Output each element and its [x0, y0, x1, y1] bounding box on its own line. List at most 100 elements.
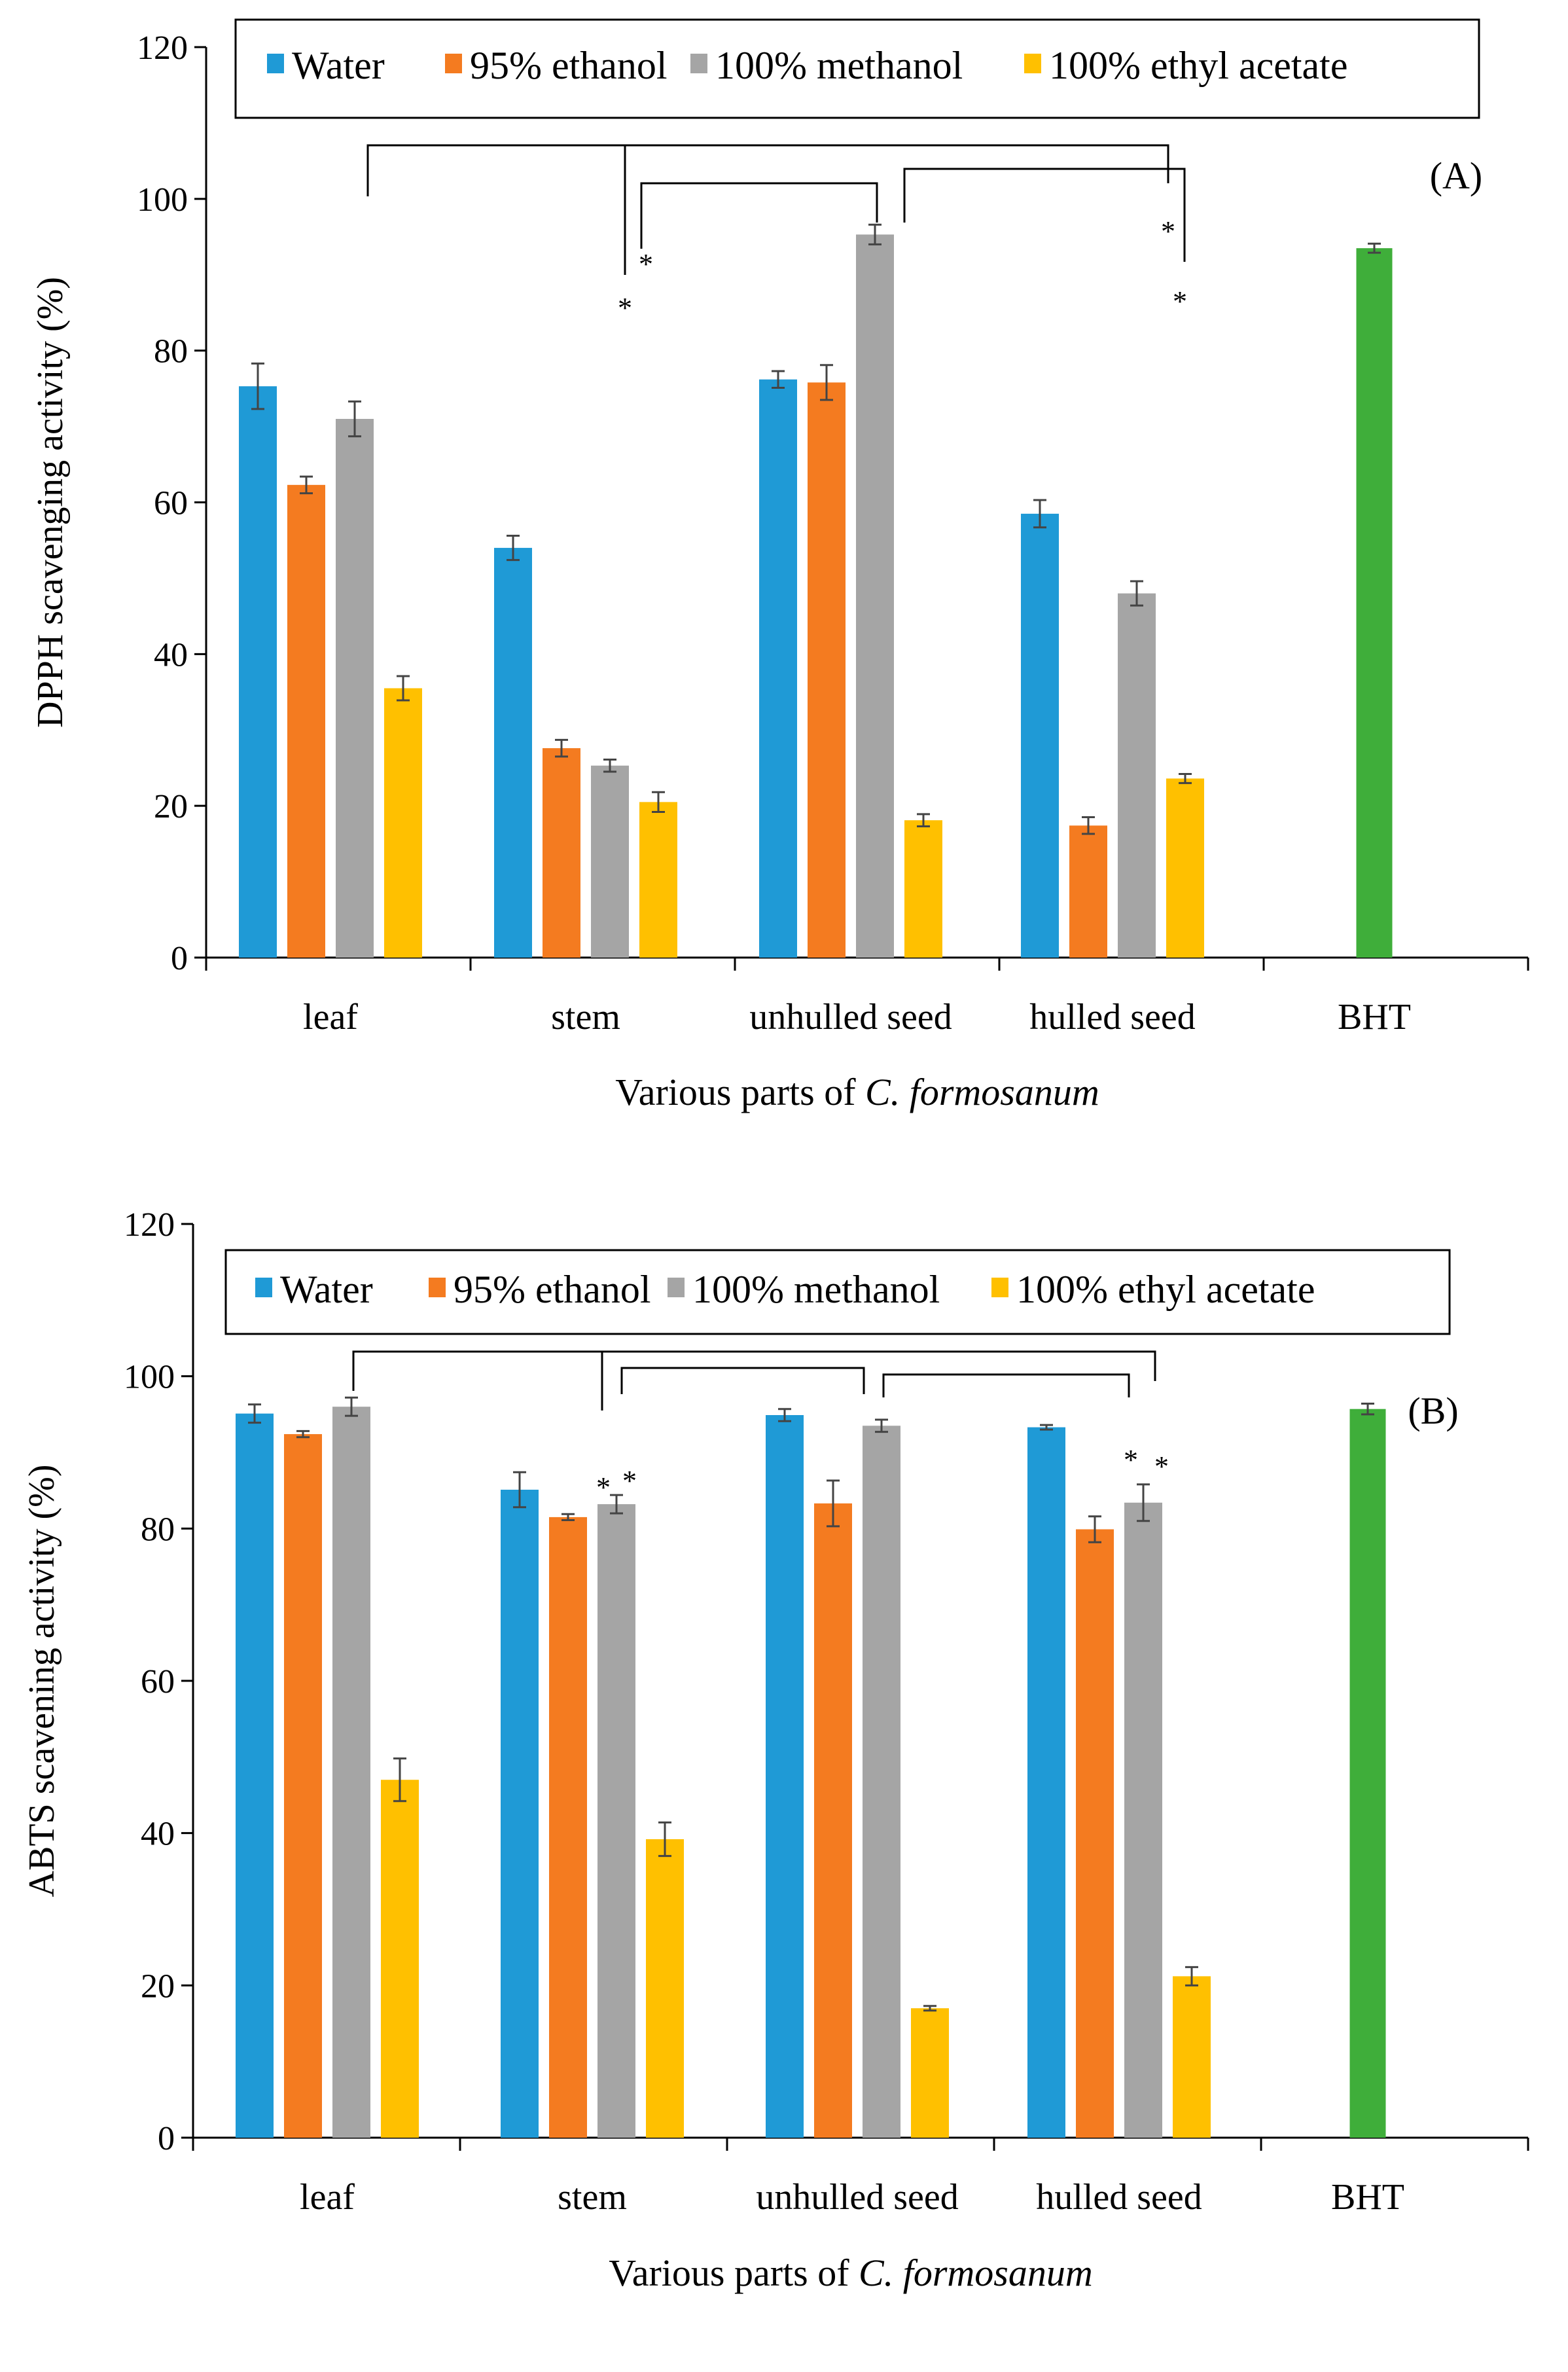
bar-100-methanol-hulled-seed: [1124, 1502, 1162, 2138]
x-axis-title-prefix: Various parts of: [609, 2252, 859, 2294]
significance-star: *: [1161, 215, 1175, 247]
y-tick-label: 60: [141, 1663, 175, 1700]
y-tick-label: 80: [154, 333, 188, 370]
legend-label: 95% ethanol: [470, 44, 668, 87]
y-axis-title: DPPH scavenging activity (%): [30, 277, 71, 728]
significance-star: *: [622, 1465, 637, 1497]
x-tick-label: BHT: [1331, 2177, 1404, 2218]
significance-bracket: [352, 1350, 1156, 1391]
x-tick-label: unhulled seed: [756, 2177, 958, 2218]
legend-label: 95% ethanol: [454, 1268, 651, 1311]
y-tick-label: 40: [154, 636, 188, 674]
significance-star: *: [639, 248, 653, 280]
bar-100-ethyl-acetate-unhulled-seed: [904, 820, 942, 958]
significance-bracket: [903, 168, 1186, 262]
bar-100-methanol-unhulled-seed: [863, 1426, 900, 2138]
y-axis-title: ABTS scavening activity (%): [22, 1465, 62, 1897]
legend-swatch: [445, 54, 462, 73]
x-tick-label: stem: [551, 997, 620, 1037]
bar-100-methanol-stem: [597, 1504, 635, 2138]
bar-water-stem: [494, 548, 532, 958]
panel-label: (A): [1430, 154, 1483, 197]
significance-bracket: [366, 144, 1169, 196]
bar-95-ethanol-leaf: [284, 1434, 322, 2138]
bar-95-ethanol-hulled-seed: [1076, 1529, 1114, 2138]
legend-swatch: [429, 1278, 446, 1297]
x-tick-label: unhulled seed: [749, 997, 952, 1037]
bar-95-ethanol-hulled-seed: [1069, 825, 1107, 958]
bar-100-methanol-leaf: [332, 1407, 370, 2138]
y-tick-label: 0: [158, 2120, 175, 2157]
legend-swatch: [1024, 54, 1041, 73]
bar-95-ethanol-leaf: [287, 484, 325, 958]
x-tick-label: leaf: [303, 997, 358, 1037]
bar-water-unhulled-seed: [759, 379, 797, 958]
bar-water-hulled-seed: [1021, 513, 1059, 958]
bar-100-ethyl-acetate-leaf: [381, 1780, 419, 2138]
y-tick-label: 120: [124, 1206, 175, 1244]
y-tick-label: 0: [171, 940, 188, 977]
x-tick-label: stem: [558, 2177, 627, 2218]
y-tick-label: 20: [141, 1968, 175, 2005]
x-tick-label: hulled seed: [1036, 2177, 1202, 2218]
bar-bht-BHT: [1356, 248, 1393, 958]
bar-100-ethyl-acetate-hulled-seed: [1173, 1976, 1211, 2138]
legend-label: 100% methanol: [715, 44, 963, 87]
x-axis-title-prefix: Various parts of: [615, 1071, 865, 1113]
legend-box: [224, 1249, 1451, 1335]
significance-star: *: [1173, 285, 1187, 317]
bar-water-stem: [501, 1490, 539, 2138]
bar-water-unhulled-seed: [766, 1414, 804, 2138]
bar-bht-BHT: [1349, 1409, 1386, 2138]
bar-100-methanol-hulled-seed: [1118, 593, 1156, 958]
x-axis-title-species: C. formosanum: [859, 2252, 1093, 2294]
legend-swatch: [267, 54, 284, 73]
x-tick-label: BHT: [1338, 997, 1411, 1037]
bar-water-leaf: [236, 1413, 274, 2138]
bar-100-ethyl-acetate-stem: [639, 802, 677, 958]
legend: Water 95% ethanol 100% methanol 100% ethyl …: [234, 18, 1480, 119]
bar-95-ethanol-unhulled-seed: [814, 1503, 852, 2138]
bar-100-ethyl-acetate-leaf: [384, 688, 422, 958]
x-axis-title-species: C. formosanum: [865, 1071, 1099, 1113]
significance-star: *: [596, 1471, 611, 1503]
legend-label: 100% ethyl acetate: [1049, 44, 1347, 87]
y-tick-label: 120: [137, 29, 188, 67]
y-tick-label: 80: [141, 1511, 175, 1548]
significance-bracket: [640, 182, 878, 249]
legend-box: [234, 18, 1480, 119]
bar-100-methanol-stem: [591, 765, 629, 958]
y-tick-label: 100: [124, 1359, 175, 1396]
y-tick-label: 40: [141, 1816, 175, 1853]
bar-95-ethanol-unhulled-seed: [808, 382, 846, 958]
bar-100-ethyl-acetate-unhulled-seed: [911, 2008, 949, 2138]
bar-100-methanol-unhulled-seed: [856, 234, 894, 958]
legend-swatch: [690, 54, 707, 73]
bar-100-ethyl-acetate-hulled-seed: [1166, 778, 1204, 958]
bar-water-leaf: [239, 386, 277, 958]
significance-bracket: [882, 1373, 1130, 1397]
significance-bracket: [620, 1367, 865, 1394]
legend-label: Water: [280, 1268, 373, 1311]
panel-label: (B): [1408, 1390, 1458, 1432]
bar-95-ethanol-stem: [549, 1517, 587, 2138]
significance-star: *: [1124, 1444, 1138, 1476]
legend-label: 100% methanol: [692, 1268, 940, 1311]
legend-label: 100% ethyl acetate: [1016, 1268, 1315, 1311]
x-axis-title: Various parts of C. formosanum: [609, 2252, 1092, 2294]
significance-star: *: [618, 292, 632, 324]
legend-swatch: [668, 1278, 685, 1297]
x-tick-label: hulled seed: [1029, 997, 1195, 1037]
y-tick-label: 100: [137, 181, 188, 219]
chart-panel-a: 0 20 40 60 80 100 120 leaf stem unhulled seed hull…: [30, 18, 1529, 1113]
y-tick-label: 20: [154, 788, 188, 825]
bar-100-methanol-leaf: [336, 418, 374, 958]
legend-swatch: [991, 1278, 1008, 1297]
bar-water-hulled-seed: [1027, 1427, 1065, 2138]
x-tick-label: leaf: [300, 2177, 355, 2218]
legend-swatch: [255, 1278, 272, 1297]
chart-panel-b: 0 20 40 60 80 100 120 leaf stem unhulled seed hull…: [22, 1206, 1529, 2294]
legend-label: Water: [292, 44, 385, 87]
significance-star: *: [1154, 1450, 1169, 1482]
